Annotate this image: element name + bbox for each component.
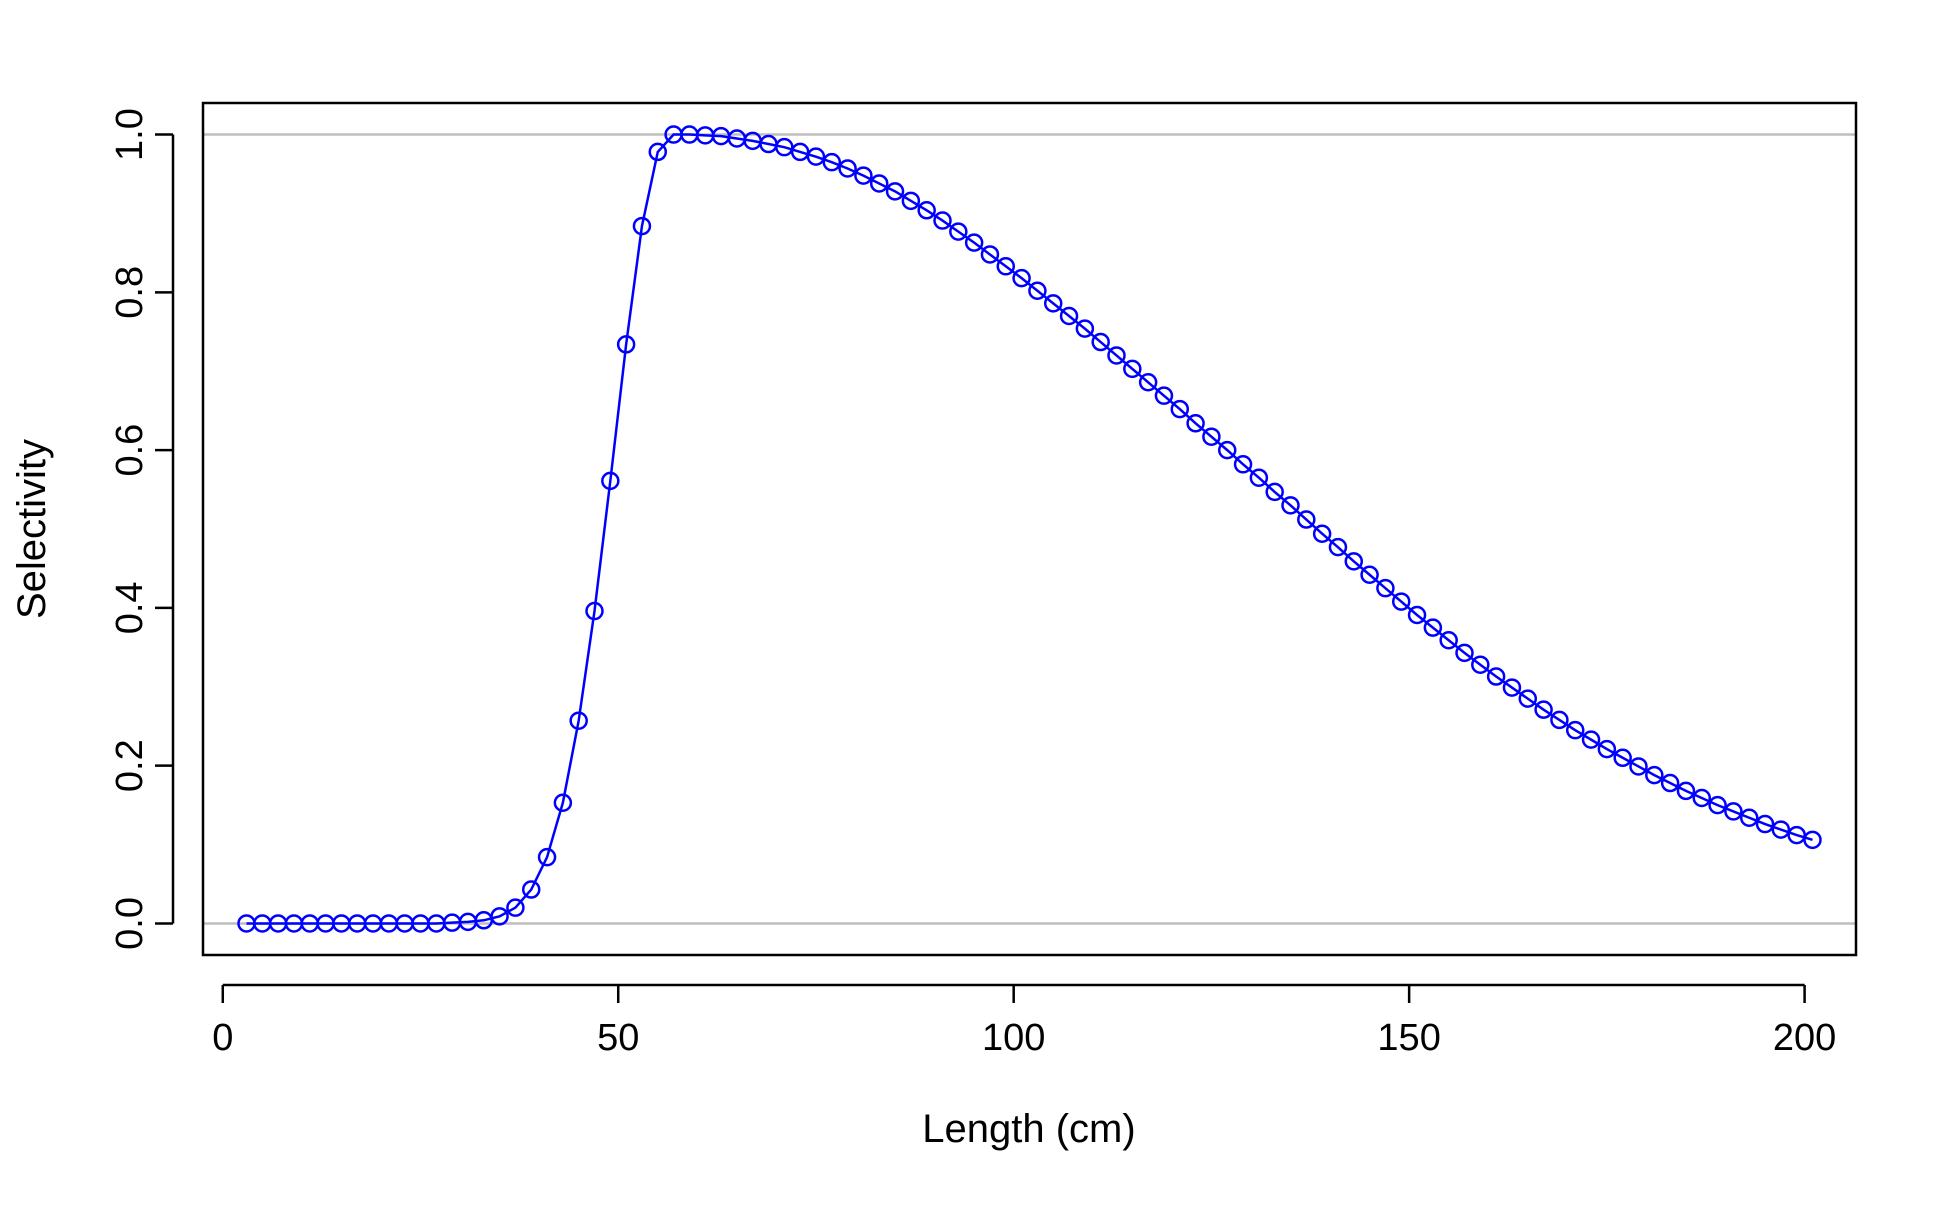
data-point bbox=[632, 216, 652, 236]
data-point bbox=[1376, 578, 1395, 598]
data-point bbox=[506, 898, 525, 917]
data-point bbox=[1692, 788, 1712, 808]
data-point bbox=[537, 847, 557, 867]
plot-frame bbox=[201, 101, 1858, 957]
data-point bbox=[1107, 346, 1126, 365]
data-point bbox=[822, 152, 842, 172]
x-axis-title: Length (cm) bbox=[922, 1107, 1135, 1151]
data-point bbox=[1186, 414, 1205, 433]
data-point bbox=[964, 233, 984, 252]
data-point bbox=[838, 159, 857, 178]
data-point bbox=[1439, 630, 1458, 650]
data-point bbox=[1534, 700, 1553, 719]
data-point bbox=[601, 471, 620, 491]
data-point bbox=[1138, 373, 1158, 392]
data-point bbox=[1344, 552, 1364, 571]
y-tick-label: 1.0 bbox=[109, 108, 151, 161]
x-tick-label: 100 bbox=[982, 1017, 1045, 1059]
y-tick-label: 0.8 bbox=[109, 266, 151, 319]
data-point bbox=[616, 335, 636, 354]
data-point bbox=[1581, 730, 1601, 749]
data-point bbox=[1028, 281, 1047, 301]
y-tick-label: 0.4 bbox=[109, 581, 151, 634]
data-point bbox=[1550, 710, 1569, 730]
data-point bbox=[1123, 359, 1142, 379]
data-point bbox=[1518, 689, 1538, 708]
x-axis: 0 50 100 150 200 bbox=[212, 983, 1836, 1059]
data-point bbox=[1328, 537, 1348, 557]
data-point bbox=[1724, 802, 1743, 821]
x-tick-label: 0 bbox=[212, 1017, 233, 1059]
data-point bbox=[1154, 386, 1174, 405]
plot-area-background bbox=[203, 103, 1856, 955]
data-point bbox=[1455, 643, 1474, 663]
data-point bbox=[1407, 605, 1427, 625]
data-point bbox=[1423, 618, 1443, 637]
y-tick-label: 0.0 bbox=[109, 897, 151, 950]
data-point bbox=[901, 191, 921, 211]
data-point bbox=[1091, 332, 1110, 352]
data-point bbox=[521, 880, 541, 899]
y-tick-label: 0.2 bbox=[109, 739, 151, 792]
data-point bbox=[1708, 795, 1727, 815]
data-point bbox=[854, 166, 873, 185]
data-point bbox=[1249, 468, 1269, 487]
data-point bbox=[996, 257, 1016, 276]
data-point bbox=[806, 147, 826, 166]
data-point bbox=[1012, 268, 1031, 288]
x-tick-label: 200 bbox=[1773, 1017, 1836, 1059]
data-point bbox=[869, 174, 889, 193]
data-point bbox=[1613, 748, 1632, 768]
data-point bbox=[1803, 830, 1822, 850]
data-point bbox=[1043, 294, 1063, 313]
x-tick-label: 150 bbox=[1377, 1017, 1440, 1059]
data-point bbox=[1297, 510, 1316, 529]
data-point bbox=[1755, 814, 1775, 834]
data-point bbox=[1265, 482, 1284, 502]
data-point bbox=[1281, 496, 1300, 515]
data-point bbox=[1170, 399, 1190, 419]
data-point bbox=[1312, 524, 1332, 543]
data-point bbox=[1486, 667, 1506, 686]
reference-lines bbox=[203, 133, 1856, 925]
data-point bbox=[1360, 565, 1379, 585]
data-point bbox=[490, 907, 509, 926]
data-point bbox=[1597, 739, 1617, 759]
data-point bbox=[1502, 678, 1522, 697]
data-point bbox=[585, 601, 604, 621]
data-point bbox=[917, 201, 936, 220]
data-point bbox=[1217, 440, 1237, 460]
data-point bbox=[949, 222, 968, 241]
data-point bbox=[1059, 306, 1079, 326]
data-point bbox=[1739, 808, 1759, 827]
data-point bbox=[1233, 455, 1253, 474]
data-point bbox=[1629, 757, 1648, 776]
y-axis: 0.0 0.2 0.4 0.6 0.8 1.0 bbox=[109, 108, 175, 950]
data-point bbox=[1771, 820, 1791, 839]
data-point bbox=[885, 182, 905, 201]
data-point bbox=[1075, 319, 1095, 338]
data-point bbox=[1645, 765, 1664, 785]
data-point bbox=[1565, 720, 1585, 740]
data-point bbox=[980, 245, 1000, 264]
data-point bbox=[1202, 427, 1221, 446]
data-point bbox=[1471, 655, 1490, 674]
data-point bbox=[569, 711, 588, 730]
y-axis-title: Selectivity bbox=[10, 439, 54, 619]
data-point bbox=[648, 142, 668, 162]
data-point bbox=[1391, 592, 1411, 611]
series-layer bbox=[237, 125, 1822, 933]
x-tick-label: 50 bbox=[597, 1017, 639, 1059]
y-tick-label: 0.6 bbox=[109, 424, 151, 477]
data-point bbox=[1660, 773, 1680, 793]
data-point bbox=[933, 211, 952, 230]
data-point bbox=[553, 793, 573, 812]
data-point bbox=[1676, 781, 1696, 801]
